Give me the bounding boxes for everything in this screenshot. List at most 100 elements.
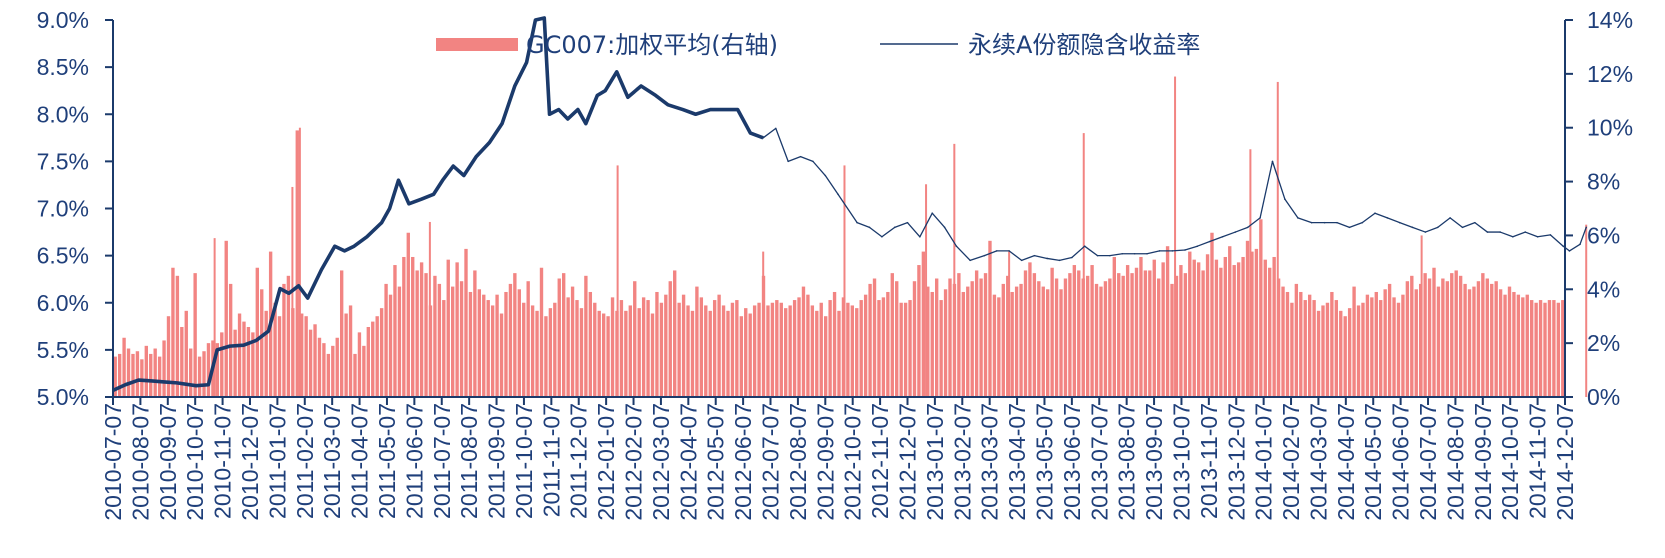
gc007-bar xyxy=(459,281,464,397)
gc007-bar xyxy=(966,286,970,397)
gc007-bar-spike xyxy=(428,221,431,397)
gc007-bar-spike xyxy=(1420,235,1423,397)
gc007-bar xyxy=(1196,262,1201,397)
gc007-bar xyxy=(1321,305,1325,397)
yield-point xyxy=(1310,221,1313,224)
yield-point xyxy=(501,122,503,125)
gc007-bar xyxy=(1130,273,1134,397)
yield-point xyxy=(534,19,537,21)
gc007-bar xyxy=(1281,286,1285,397)
y-left-tick-label: 9.0% xyxy=(37,7,89,33)
gc007-bar xyxy=(1423,273,1427,397)
gc007-bar xyxy=(850,305,854,397)
gc007-bar xyxy=(362,345,366,397)
yield-point xyxy=(1562,245,1565,247)
gc007-bar xyxy=(726,310,730,397)
x-tick-label: 2011-02-07 xyxy=(292,403,318,519)
gc007-bar xyxy=(353,353,357,397)
gc007-bar xyxy=(149,353,153,397)
gc007-bar xyxy=(708,310,712,397)
yield-point xyxy=(488,141,491,144)
gc007-bar xyxy=(899,302,903,397)
gc007-bar xyxy=(508,283,513,397)
x-tick-label: 2012-09-07 xyxy=(812,403,838,521)
x-tick-label: 2013-04-07 xyxy=(1004,403,1030,521)
yield-point xyxy=(1146,252,1148,255)
x-tick-label: 2010-08-07 xyxy=(127,403,153,521)
gc007-bar xyxy=(371,321,375,397)
gc007-bar xyxy=(948,278,952,397)
gc007-bar xyxy=(961,291,966,397)
yield-point xyxy=(176,382,178,384)
gc007-bar xyxy=(1467,289,1472,397)
gc007-bar xyxy=(1054,278,1059,397)
gc007-bar xyxy=(1312,300,1316,397)
yield-point xyxy=(682,108,684,111)
gc007-bar xyxy=(1223,256,1227,397)
yield-point xyxy=(983,254,986,257)
gc007-bar xyxy=(1379,300,1383,397)
gc007-bar xyxy=(1476,281,1481,397)
y-left-tick-label: 8.0% xyxy=(37,101,89,127)
gc007-bar xyxy=(1485,278,1489,397)
yield-point xyxy=(279,287,281,290)
yield-point xyxy=(525,61,528,64)
gc007-bar xyxy=(1152,259,1156,397)
gc007-bar xyxy=(1250,251,1254,397)
gc007-bar xyxy=(1085,275,1090,397)
gc007-bar-spike xyxy=(762,251,765,397)
yield-point xyxy=(557,108,560,111)
gc007-bar xyxy=(610,297,615,397)
gc007-bar xyxy=(171,267,175,397)
x-tick-label: 2011-11-07 xyxy=(538,403,564,517)
gc007-bar xyxy=(295,130,299,397)
gc007-bar xyxy=(1494,281,1498,397)
gc007-bar xyxy=(477,289,482,397)
gc007-bar xyxy=(970,281,974,397)
gc007-bar xyxy=(841,297,846,397)
yield-point xyxy=(1361,221,1364,224)
gc007-bar xyxy=(1414,289,1418,397)
gc007-bar-spike xyxy=(1174,76,1177,398)
gc007-bar xyxy=(1112,256,1116,397)
x-tick-label: 2012-01-07 xyxy=(593,403,619,521)
gc007-bar xyxy=(930,291,934,397)
yield-point xyxy=(1020,259,1023,262)
gc007-bar xyxy=(1445,281,1450,397)
gc007-bar xyxy=(468,291,473,397)
gc007-bar xyxy=(1219,267,1223,397)
gc007-bar xyxy=(1556,302,1561,397)
x-tick-label: 2014-07-07 xyxy=(1415,403,1441,521)
yield-point xyxy=(366,235,368,238)
yield-point xyxy=(320,268,323,271)
yield-point xyxy=(514,85,516,87)
x-tick-label: 2011-10-07 xyxy=(511,403,537,519)
gc007-bar xyxy=(1121,275,1125,397)
yield-point xyxy=(577,108,579,111)
x-tick-label: 2014-12-07 xyxy=(1552,403,1578,521)
yield-point xyxy=(893,226,896,229)
gc007-bar xyxy=(255,267,259,397)
gc007-bar xyxy=(264,310,268,397)
yield-point xyxy=(615,71,618,73)
yield-point xyxy=(604,89,607,92)
gc007-bar xyxy=(1361,302,1365,397)
gc007-bar xyxy=(1405,281,1410,397)
x-tick-label: 2012-04-07 xyxy=(675,403,701,521)
y-right-tick-label: 0% xyxy=(1587,384,1620,410)
yield-point xyxy=(799,155,802,158)
gc007-bar xyxy=(997,297,1001,397)
gc007-bar xyxy=(308,329,313,397)
y-left-tick-label: 5.0% xyxy=(37,384,89,410)
gc007-bar xyxy=(424,273,428,397)
gc007-bar xyxy=(1254,248,1259,397)
gc007-bar xyxy=(1241,256,1245,397)
yield-point xyxy=(1033,254,1036,257)
gc007-bar xyxy=(704,305,708,397)
gc007-bar-spike xyxy=(1249,149,1252,397)
yield-point xyxy=(452,165,455,167)
yield-point xyxy=(475,155,478,158)
y-right-tick-label: 8% xyxy=(1587,169,1620,195)
yield-point xyxy=(1083,245,1086,247)
gc007-bar xyxy=(837,310,841,397)
